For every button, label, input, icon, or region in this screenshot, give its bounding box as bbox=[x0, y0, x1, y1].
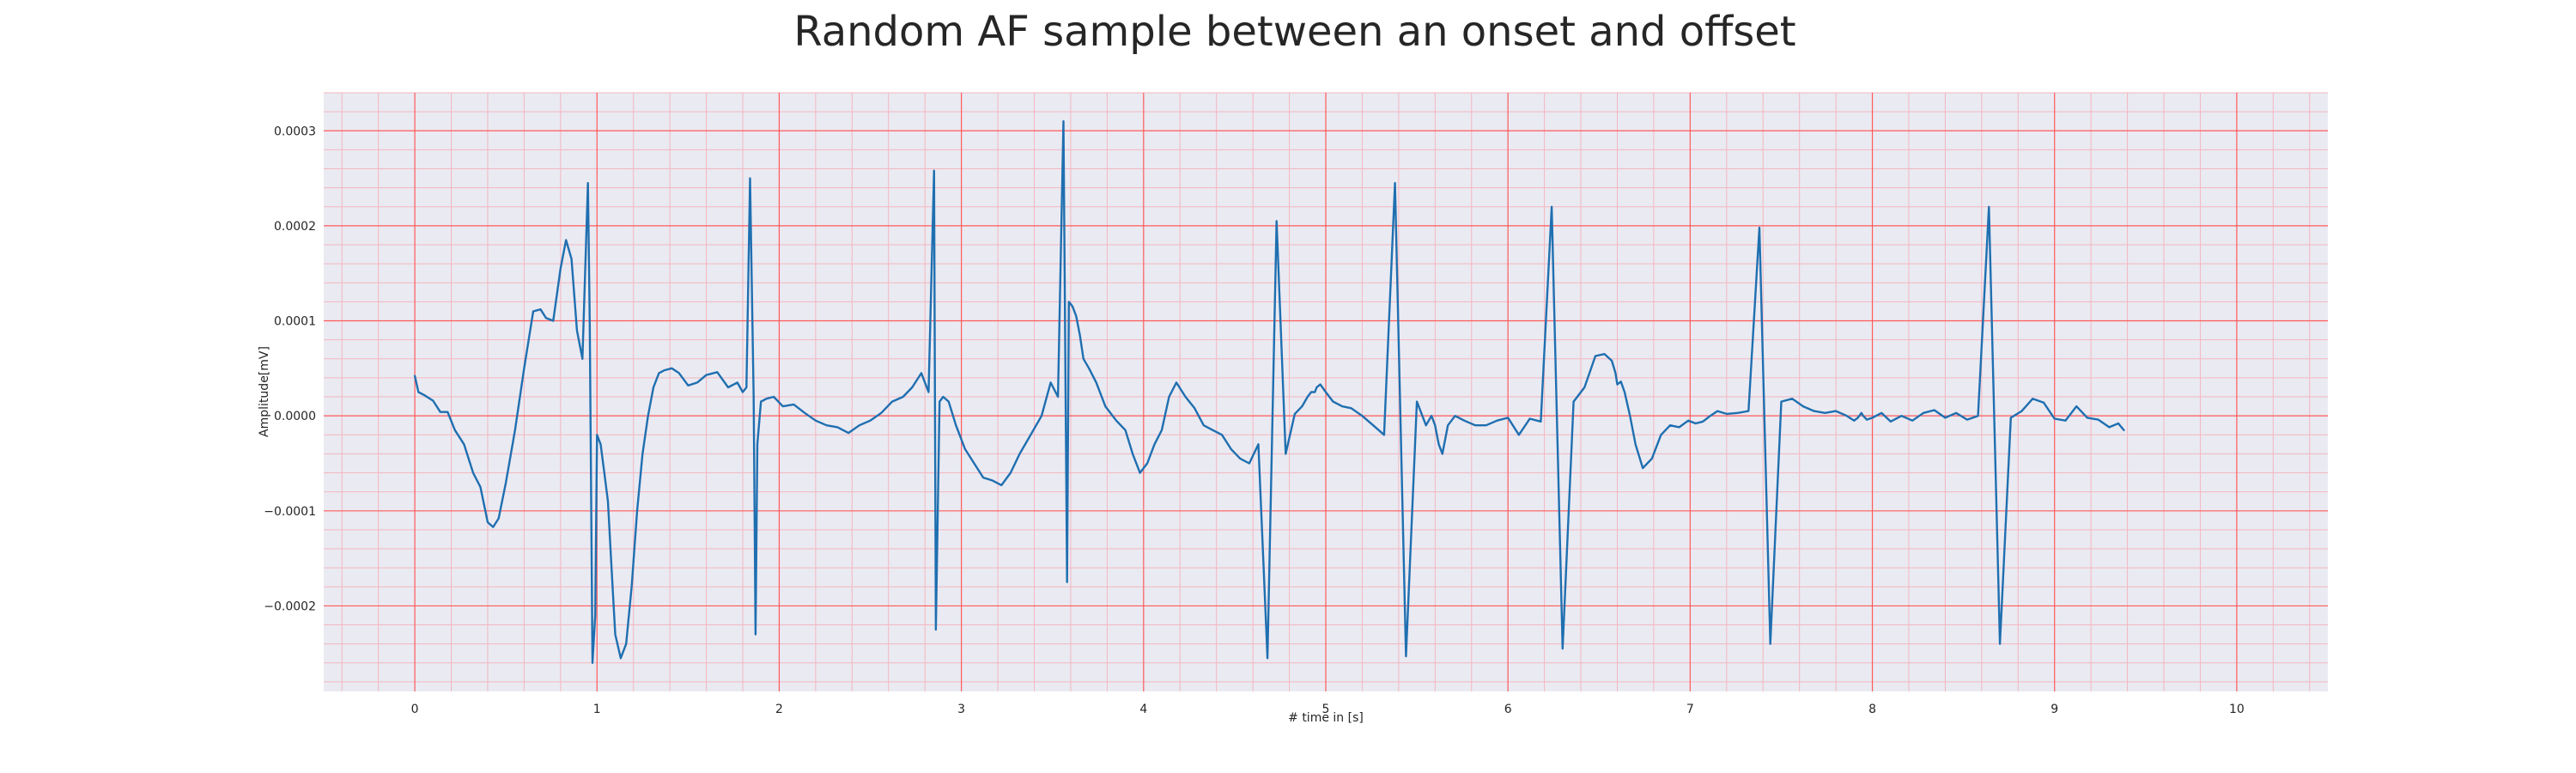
x-tick-label: 2 bbox=[775, 703, 783, 716]
x-tick-label: 9 bbox=[2050, 703, 2058, 716]
x-tick-label: 10 bbox=[2229, 703, 2245, 716]
x-tick-label: 0 bbox=[411, 703, 419, 716]
x-tick-label: 7 bbox=[1686, 703, 1694, 716]
x-tick-label: 4 bbox=[1139, 703, 1147, 716]
y-tick-label: −0.0001 bbox=[264, 505, 316, 519]
y-tick-label: 0.0002 bbox=[274, 220, 316, 234]
y-axis-ticks: −0.0002 −0.0001 0.0000 0.0001 0.0002 0.0003 bbox=[264, 125, 316, 613]
y-tick-label: 0.0003 bbox=[274, 125, 316, 138]
y-tick-label: 0.0001 bbox=[274, 315, 316, 329]
chart-title: Random AF sample between an onset and of… bbox=[793, 8, 1795, 56]
y-tick-label: 0.0000 bbox=[274, 410, 316, 423]
x-axis-label: # time in [s] bbox=[1288, 711, 1364, 725]
x-tick-label: 1 bbox=[593, 703, 601, 716]
x-tick-label: 6 bbox=[1504, 703, 1512, 716]
x-tick-label: 8 bbox=[1868, 703, 1876, 716]
x-tick-label: 3 bbox=[957, 703, 965, 716]
y-axis-label: Amplitude[mV] bbox=[258, 346, 271, 437]
y-tick-label: −0.0002 bbox=[264, 600, 316, 613]
